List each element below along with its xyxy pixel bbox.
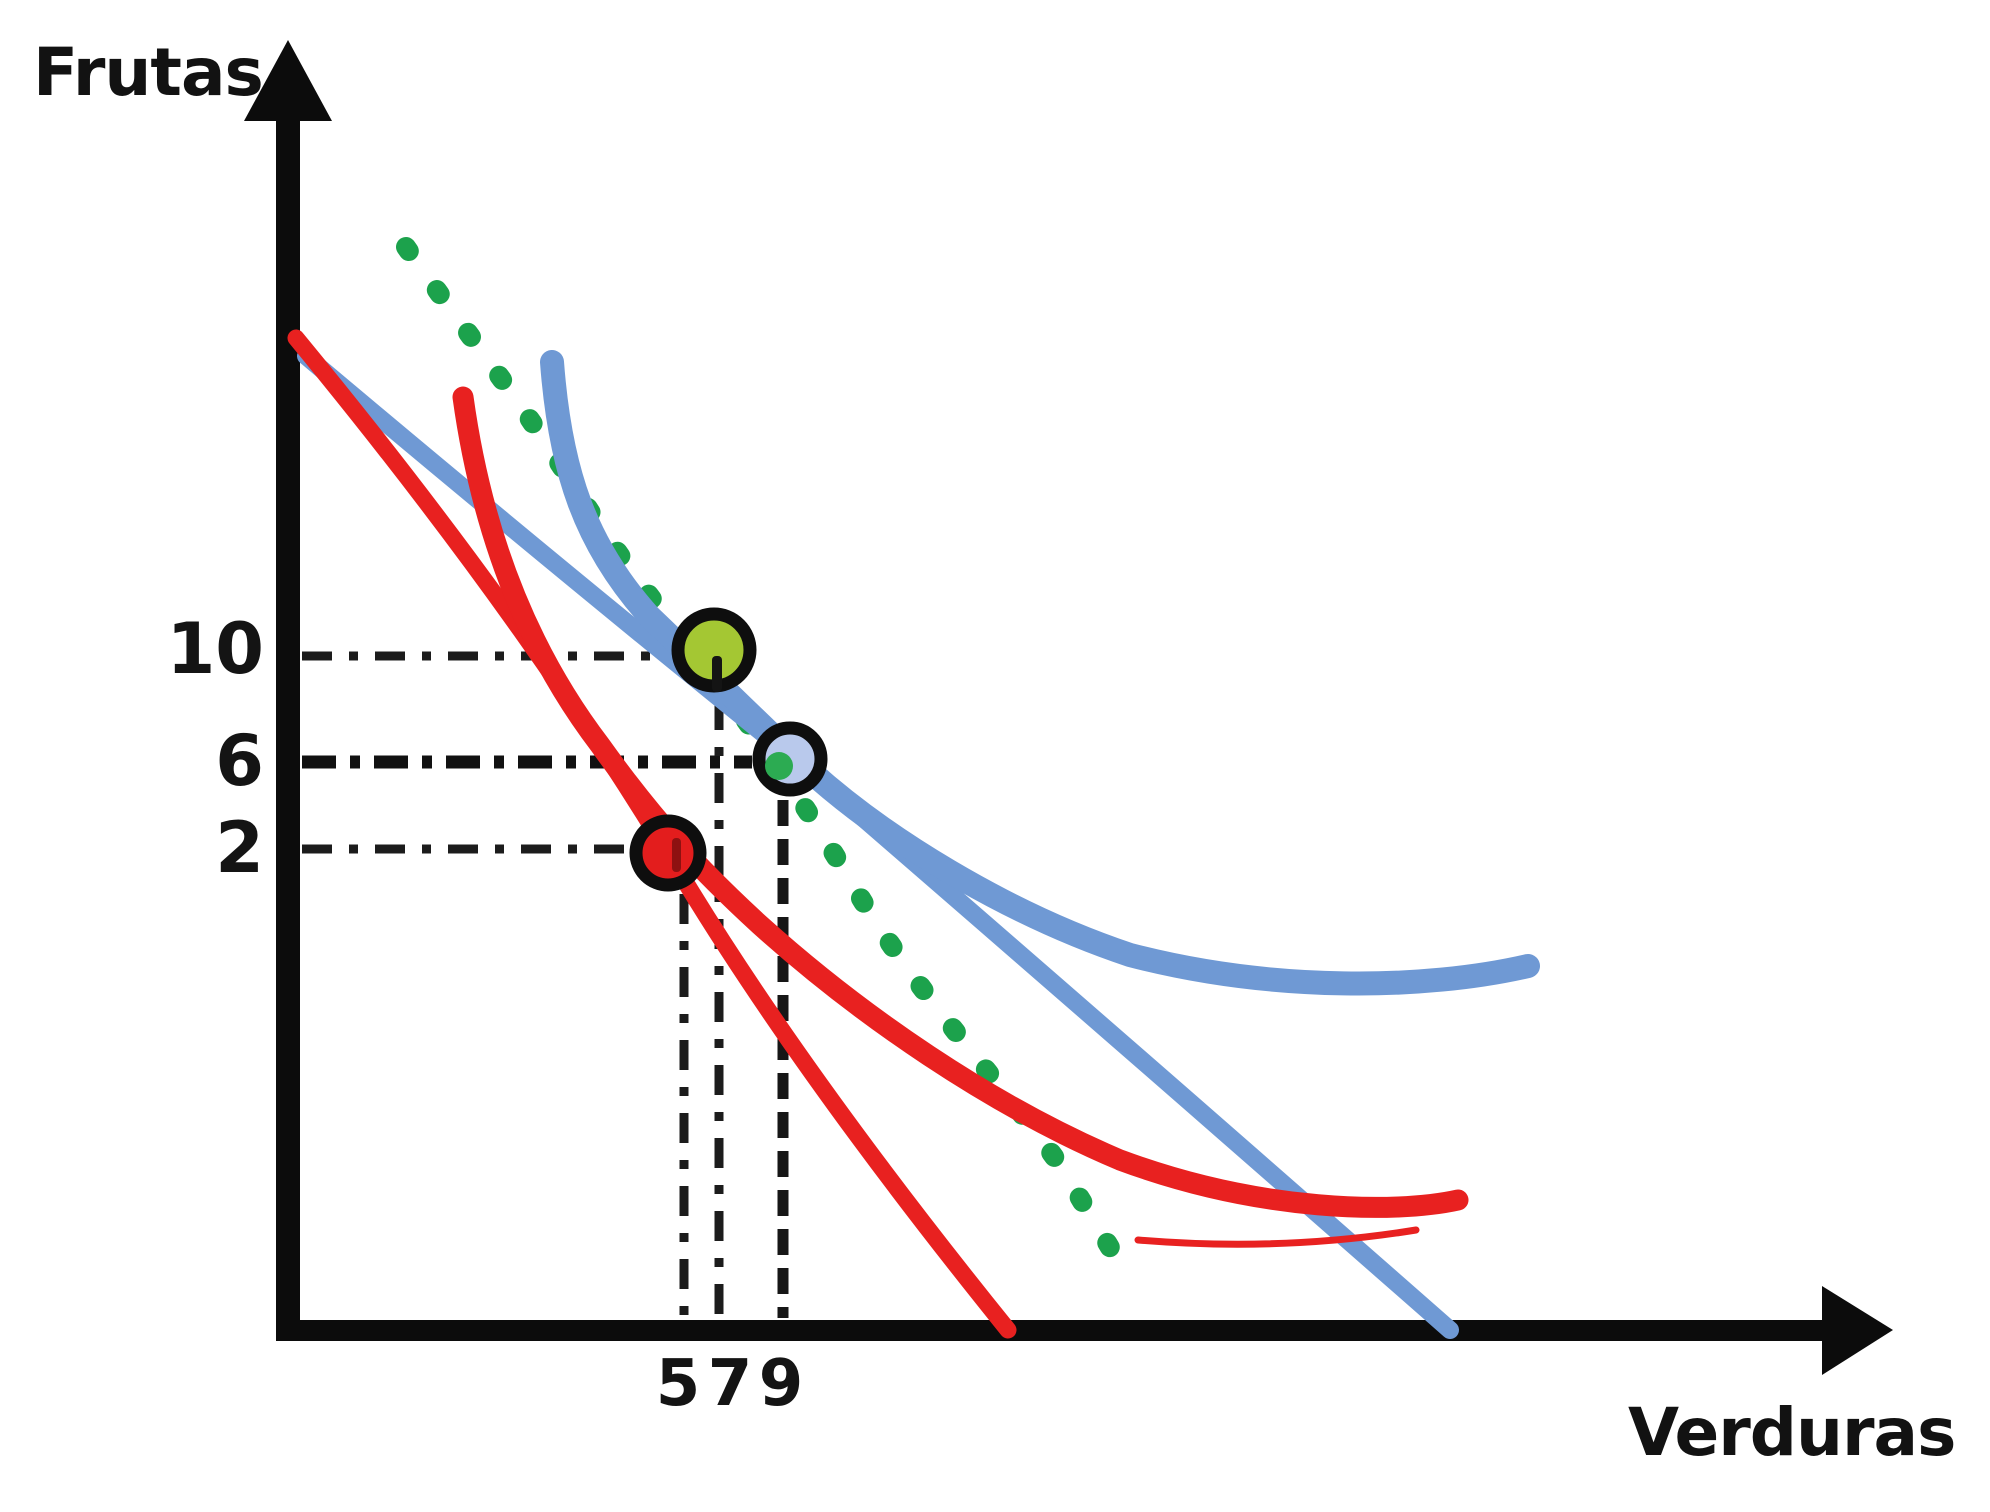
blue-point (752, 721, 828, 797)
dashed-guides (302, 651, 789, 1318)
x-axis-line (276, 1320, 1828, 1341)
blue-point-inner-green-dot (765, 752, 793, 780)
y-axis-line (276, 92, 300, 1340)
blue-indifference-curve (540, 350, 1540, 996)
red-point-inner-tick (672, 838, 681, 872)
axes (244, 40, 1893, 1375)
x-tick-label-5: 5 (655, 1347, 701, 1421)
green-point (671, 607, 757, 693)
y-axis-arrow-icon (244, 40, 332, 121)
x-tick-label-7: 7 (707, 1347, 753, 1421)
x-tick-label-9: 9 (758, 1347, 804, 1421)
y-tick-label-6: 6 (215, 720, 264, 802)
red-point-circle (629, 814, 707, 892)
red-point (629, 814, 707, 892)
red-curve-tail-underline (1134, 1226, 1420, 1248)
x-axis-arrow-icon (1822, 1286, 1893, 1375)
y-tick-label-2: 2 (215, 807, 264, 889)
green-indifference-curve (396, 237, 1132, 1278)
red-indifference-curve (452, 386, 1469, 1218)
y-axis-label: Frutas (33, 34, 264, 111)
green-point-inner-tick (712, 656, 722, 692)
y-tick-label-10: 10 (166, 608, 264, 690)
x-axis-label: Verduras (1628, 1394, 1956, 1471)
